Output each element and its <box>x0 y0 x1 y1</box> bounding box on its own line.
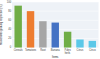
bar <box>76 39 83 47</box>
x-tick-label: P.desherb. <box>64 48 71 55</box>
chart-container: 0 20 40 60 80 100 CerealsTomatoesRoot Banana P.d… <box>0 0 100 59</box>
x-axis-label: Items <box>52 55 59 59</box>
grid-line <box>12 11 99 12</box>
bar <box>64 32 71 48</box>
bar <box>52 23 59 48</box>
plot-background <box>12 2 99 48</box>
x-tick-label: Cereals <box>14 48 24 52</box>
y-tick-label: 60 <box>8 18 11 22</box>
y-axis-label: Households growing respective (%) <box>0 4 3 45</box>
bar <box>39 21 46 48</box>
x-tick-label: Citrus <box>77 48 84 52</box>
bar <box>89 41 96 48</box>
x-tick-label: Banana <box>51 48 60 52</box>
bar <box>27 11 34 48</box>
y-tick-label: 100 <box>7 0 12 4</box>
y-tick-label: 20 <box>8 36 11 40</box>
bars <box>14 6 96 48</box>
grid-line <box>12 2 99 3</box>
y-tick-label: 0 <box>10 45 12 49</box>
x-tick-label: Citrus <box>89 48 96 52</box>
chart-svg: 0 20 40 60 80 100 CerealsTomatoesRoot Banana P.d… <box>0 0 100 59</box>
grid-line <box>12 20 99 21</box>
y-tick-label: 40 <box>8 27 11 31</box>
x-tick-label: Root <box>40 48 46 52</box>
bar <box>14 6 21 48</box>
y-tick-label: 80 <box>8 9 11 13</box>
x-tick-label: Tomatoes <box>25 48 37 52</box>
